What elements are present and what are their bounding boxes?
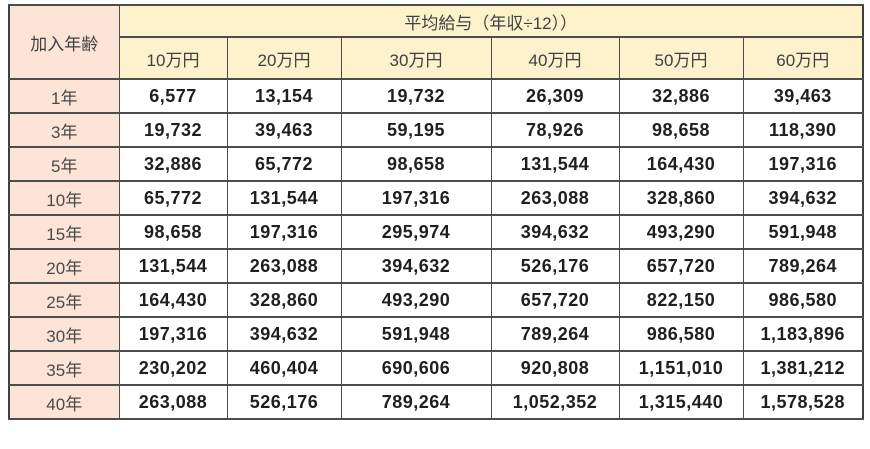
table-cell: 13,154 (226, 78, 342, 114)
table-cell: 591,948 (340, 316, 492, 352)
table-cell: 131,544 (118, 248, 228, 284)
row-header: 20年 (8, 248, 120, 284)
table-header-row-columns: 10万円 20万円 30万円 40万円 50万円 60万円 (9, 36, 864, 80)
table-cell: 118,390 (742, 112, 864, 148)
table-cell: 131,544 (226, 180, 342, 216)
column-header-40man: 40万円 (490, 36, 620, 80)
column-header-20man: 20万円 (226, 36, 342, 80)
table-cell: 98,658 (340, 146, 492, 182)
table-cell: 789,264 (490, 316, 620, 352)
table-cell: 328,860 (618, 180, 744, 216)
table-cell: 164,430 (618, 146, 744, 182)
table-cell: 394,632 (742, 180, 864, 216)
table-cell: 1,381,212 (742, 350, 864, 386)
table-cell: 19,732 (340, 78, 492, 114)
table-row: 20年 131,544 263,088 394,632 526,176 657,… (8, 248, 864, 284)
table-cell: 394,632 (226, 316, 342, 352)
table-cell: 197,316 (118, 316, 228, 352)
row-header: 3年 (8, 112, 120, 148)
table-cell: 591,948 (742, 214, 864, 250)
table-cell: 1,578,528 (742, 384, 864, 420)
column-header-60man: 60万円 (742, 36, 864, 80)
table-cell: 1,315,440 (618, 384, 744, 420)
table-cell: 6,577 (118, 78, 228, 114)
table-cell: 98,658 (618, 112, 744, 148)
table-cell: 164,430 (118, 282, 228, 318)
row-header: 35年 (8, 350, 120, 386)
table-cell: 657,720 (490, 282, 620, 318)
column-header-30man: 30万円 (340, 36, 492, 80)
table-cell: 986,580 (618, 316, 744, 352)
table-row: 40年 263,088 526,176 789,264 1,052,352 1,… (8, 384, 864, 420)
table-cell: 197,316 (340, 180, 492, 216)
row-header: 5年 (8, 146, 120, 182)
table-cell: 1,052,352 (490, 384, 620, 420)
table-cell: 59,195 (340, 112, 492, 148)
table-cell: 690,606 (340, 350, 492, 386)
table-cell: 65,772 (226, 146, 342, 182)
row-header: 30年 (8, 316, 120, 352)
row-header: 10年 (8, 180, 120, 216)
table-row: 5年 32,886 65,772 98,658 131,544 164,430 … (8, 146, 864, 182)
table-row: 3年 19,732 39,463 59,195 78,926 98,658 11… (8, 112, 864, 148)
row-header: 40年 (8, 384, 120, 420)
table-cell: 32,886 (618, 78, 744, 114)
table-cell: 920,808 (490, 350, 620, 386)
table-cell: 65,772 (118, 180, 228, 216)
table-row: 35年 230,202 460,404 690,606 920,808 1,15… (8, 350, 864, 386)
table-cell: 19,732 (118, 112, 228, 148)
table-cell: 263,088 (118, 384, 228, 420)
table-cell: 1,151,010 (618, 350, 744, 386)
table-cell: 986,580 (742, 282, 864, 318)
table-cell: 789,264 (742, 248, 864, 284)
column-header-50man: 50万円 (618, 36, 744, 80)
table-cell: 295,974 (340, 214, 492, 250)
table-row: 10年 65,772 131,544 197,316 263,088 328,8… (8, 180, 864, 216)
table-cell: 98,658 (118, 214, 228, 250)
group-header-average-salary: 平均給与（年収÷12）） (118, 4, 864, 38)
table-cell: 822,150 (618, 282, 744, 318)
table-cell: 197,316 (226, 214, 342, 250)
table-cell: 263,088 (490, 180, 620, 216)
table-cell: 657,720 (618, 248, 744, 284)
table-row: 30年 197,316 394,632 591,948 789,264 986,… (8, 316, 864, 352)
table-cell: 493,290 (340, 282, 492, 318)
table-cell: 1,183,896 (742, 316, 864, 352)
column-header-10man: 10万円 (118, 36, 228, 80)
table-cell: 328,860 (226, 282, 342, 318)
row-header: 1年 (8, 78, 120, 114)
row-header: 25年 (8, 282, 120, 318)
table-row: 1年 6,577 13,154 19,732 26,309 32,886 39,… (8, 78, 864, 114)
table-cell: 460,404 (226, 350, 342, 386)
table-cell: 493,290 (618, 214, 744, 250)
table-cell: 394,632 (490, 214, 620, 250)
table-cell: 131,544 (490, 146, 620, 182)
table-cell: 32,886 (118, 146, 228, 182)
table-cell: 39,463 (226, 112, 342, 148)
table-cell: 526,176 (490, 248, 620, 284)
table-cell: 197,316 (742, 146, 864, 182)
table-cell: 26,309 (490, 78, 620, 114)
table-cell: 39,463 (742, 78, 864, 114)
table-cell: 263,088 (226, 248, 342, 284)
table-header-row-group: 加入年齢 平均給与（年収÷12）） (8, 4, 864, 80)
average-salary-table: 加入年齢 平均給与（年収÷12）） 10万円 20万円 30万円 40万円 50… (8, 4, 864, 420)
table-cell: 394,632 (340, 248, 492, 284)
table-row: 25年 164,430 328,860 493,290 657,720 822,… (8, 282, 864, 318)
table-cell: 789,264 (340, 384, 492, 420)
corner-header-joining-age: 加入年齢 (8, 4, 120, 80)
table-cell: 230,202 (118, 350, 228, 386)
table-row: 15年 98,658 197,316 295,974 394,632 493,2… (8, 214, 864, 250)
table-cell: 78,926 (490, 112, 620, 148)
table-cell: 526,176 (226, 384, 342, 420)
row-header: 15年 (8, 214, 120, 250)
